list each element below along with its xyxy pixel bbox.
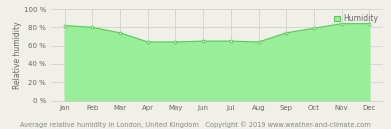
Legend: Humidity: Humidity [332,13,379,25]
Text: Average relative humidity in London, United Kingdom   Copyright © 2019 www.weath: Average relative humidity in London, Uni… [20,121,371,128]
Y-axis label: Relative humidity: Relative humidity [13,21,22,89]
